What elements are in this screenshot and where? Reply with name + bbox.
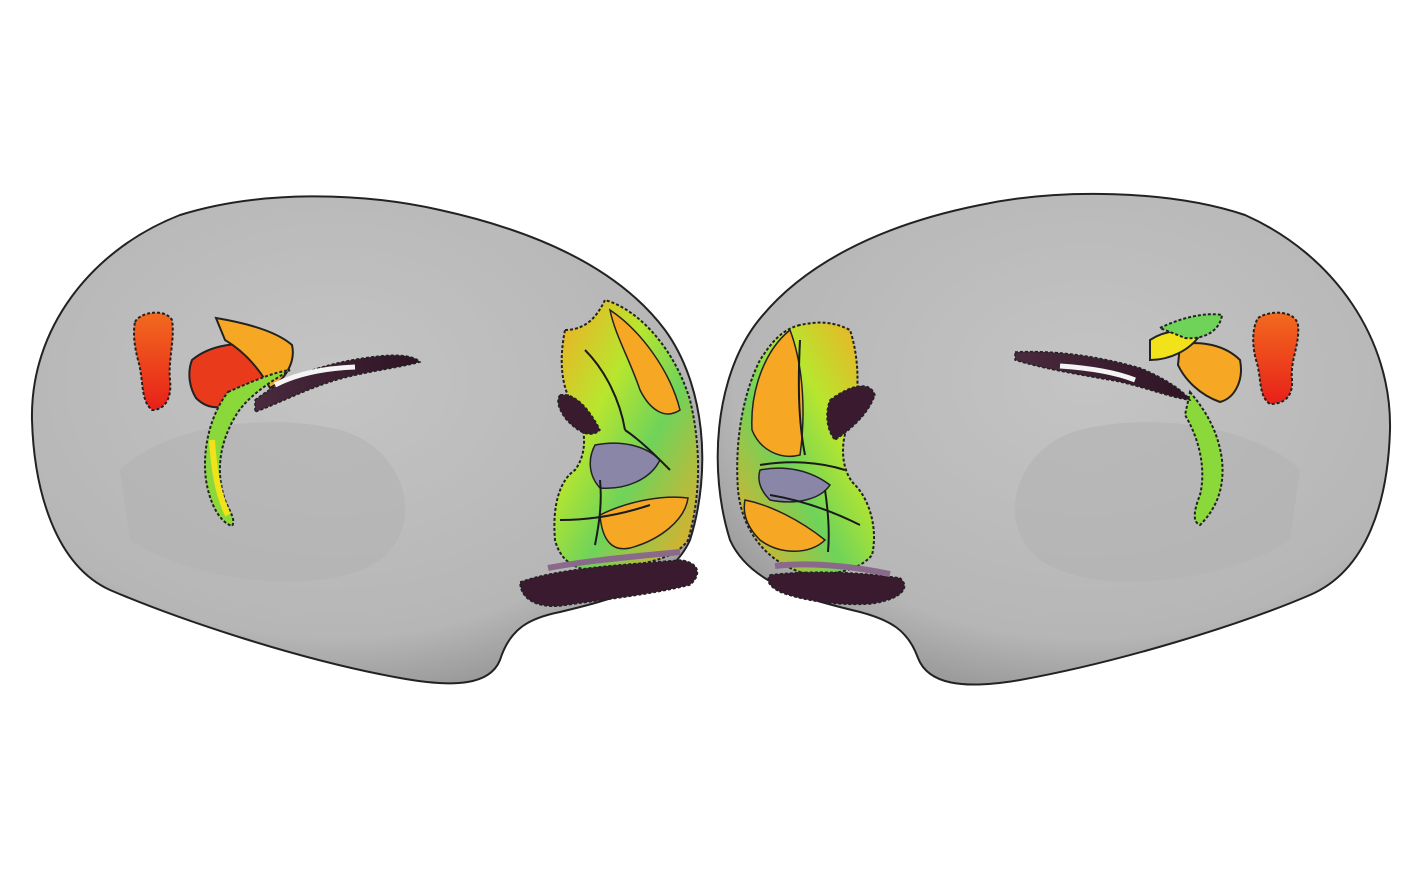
right-occipital-orange-band [743,499,827,552]
right-occipital-purple-region [758,467,832,503]
right-occipital-dark-finger [826,385,876,441]
right-medial-wall-shade [1014,422,1300,582]
left-hemisphere [30,195,704,685]
left-occipital-borders [559,349,671,546]
left-frontal-red-patch [133,311,174,412]
left-occipital-orange-band [599,496,689,550]
left-medial-wall-shade [120,422,406,582]
right-frontal-red-patch [1252,311,1300,406]
left-callosal-dark-band [254,354,422,414]
right-occipital-borders [759,339,861,553]
right-ventral-purple-strip [774,561,891,577]
left-occipital-purple-region [589,442,661,489]
right-hemisphere [716,192,1392,686]
right-callosal-white-streak [1059,363,1136,383]
right-cingulate-green-patch [1157,313,1224,340]
left-cingulate-yellow-strip [209,439,231,517]
left-cingulate-orange-patch [214,316,294,390]
left-ventral-dark-band [519,559,699,607]
left-occipital-upper-band [608,308,681,415]
left-ventral-purple-strip [547,549,681,571]
right-ventral-dark-band [767,571,906,606]
right-callosal-dark-band [1014,350,1192,401]
right-cingulate-band [1183,389,1224,527]
left-occipital-dark-finger [557,394,601,435]
right-occipital-upper-band [751,328,804,457]
right-cingulate-orange-patch [1176,342,1242,404]
left-callosal-white-streak [273,364,356,388]
